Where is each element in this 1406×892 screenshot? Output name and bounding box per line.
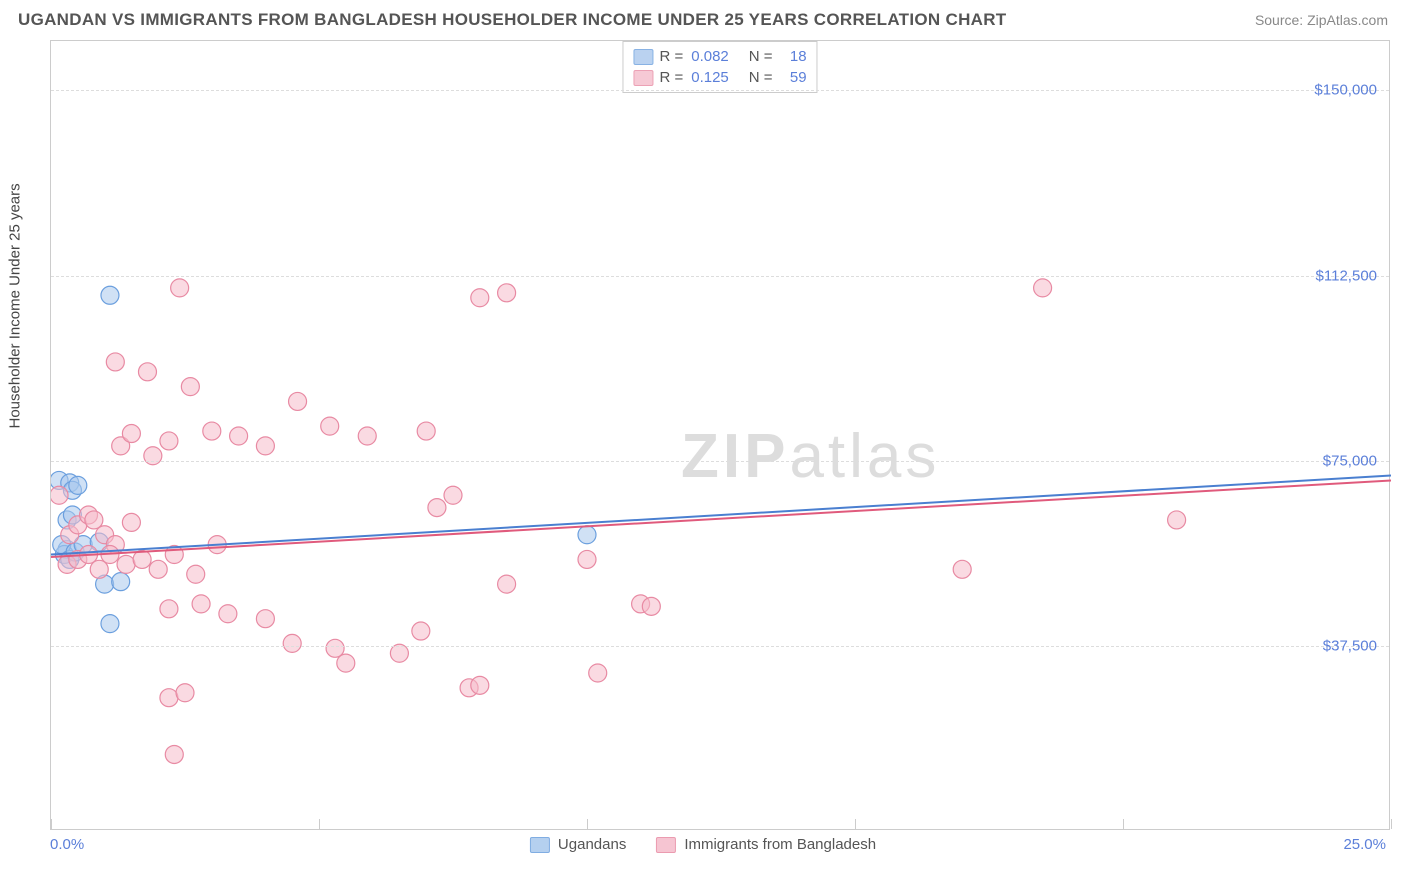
legend-swatch bbox=[633, 70, 653, 86]
data-point bbox=[390, 644, 408, 662]
data-point bbox=[1034, 279, 1052, 297]
data-point bbox=[289, 392, 307, 410]
y-tick-label: $112,500 bbox=[1316, 267, 1377, 284]
legend-row: R = 0.125 N = 59 bbox=[633, 67, 806, 88]
data-point bbox=[589, 664, 607, 682]
legend-row: R = 0.082 N = 18 bbox=[633, 46, 806, 67]
data-point bbox=[578, 550, 596, 568]
data-point bbox=[101, 615, 119, 633]
data-point bbox=[358, 427, 376, 445]
x-tick bbox=[319, 819, 320, 829]
data-point bbox=[337, 654, 355, 672]
legend-label: Ugandans bbox=[558, 836, 626, 853]
data-point bbox=[149, 560, 167, 578]
data-point bbox=[471, 289, 489, 307]
data-point bbox=[256, 437, 274, 455]
data-point bbox=[230, 427, 248, 445]
data-point bbox=[1168, 511, 1186, 529]
data-point bbox=[642, 597, 660, 615]
gridline bbox=[51, 276, 1389, 277]
data-point bbox=[444, 486, 462, 504]
legend-item: Ugandans bbox=[530, 836, 626, 853]
data-point bbox=[417, 422, 435, 440]
data-point bbox=[51, 486, 68, 504]
data-point bbox=[498, 284, 516, 302]
data-point bbox=[283, 634, 301, 652]
legend-item: Immigrants from Bangladesh bbox=[656, 836, 876, 853]
data-point bbox=[176, 684, 194, 702]
y-tick-label: $75,000 bbox=[1323, 452, 1377, 469]
legend-n-label: N = bbox=[749, 69, 773, 86]
data-point bbox=[160, 600, 178, 618]
data-point bbox=[203, 422, 221, 440]
data-point bbox=[101, 286, 119, 304]
legend-swatch bbox=[633, 49, 653, 65]
data-point bbox=[144, 447, 162, 465]
data-point bbox=[187, 565, 205, 583]
data-point bbox=[160, 432, 178, 450]
data-point bbox=[256, 610, 274, 628]
data-point bbox=[498, 575, 516, 593]
legend-r-value: 0.082 bbox=[691, 48, 729, 65]
chart-container: ZIPatlas R =0.082N =18R =0.125N =59 $37,… bbox=[50, 40, 1390, 830]
data-point bbox=[112, 573, 130, 591]
data-point bbox=[122, 513, 140, 531]
legend-n-label: N = bbox=[749, 48, 773, 65]
data-point bbox=[578, 526, 596, 544]
scatter-plot-svg bbox=[51, 41, 1391, 831]
x-tick bbox=[1123, 819, 1124, 829]
x-tick bbox=[587, 819, 588, 829]
data-point bbox=[192, 595, 210, 613]
legend-n-value: 59 bbox=[781, 69, 807, 86]
y-tick-label: $150,000 bbox=[1314, 82, 1377, 99]
data-point bbox=[953, 560, 971, 578]
data-point bbox=[181, 378, 199, 396]
legend-r-value: 0.125 bbox=[691, 69, 729, 86]
x-tick bbox=[855, 819, 856, 829]
data-point bbox=[165, 745, 183, 763]
trend-line bbox=[51, 476, 1391, 555]
gridline bbox=[51, 90, 1389, 91]
data-point bbox=[321, 417, 339, 435]
legend-r-label: R = bbox=[659, 48, 683, 65]
data-point bbox=[117, 555, 135, 573]
data-point bbox=[122, 425, 140, 443]
x-tick-label: 25.0% bbox=[1343, 836, 1386, 853]
y-axis-label: Householder Income Under 25 years bbox=[7, 183, 24, 428]
legend-swatch bbox=[530, 837, 550, 853]
data-point bbox=[219, 605, 237, 623]
chart-title: UGANDAN VS IMMIGRANTS FROM BANGLADESH HO… bbox=[18, 10, 1007, 30]
source-label: Source: ZipAtlas.com bbox=[1255, 12, 1388, 28]
data-point bbox=[471, 676, 489, 694]
series-legend: Ugandans Immigrants from Bangladesh bbox=[530, 836, 876, 853]
gridline bbox=[51, 461, 1389, 462]
data-point bbox=[106, 353, 124, 371]
correlation-legend: R = 0.082 N = 18 R = 0.125 N = 59 bbox=[622, 41, 817, 93]
legend-r-label: R = bbox=[659, 69, 683, 86]
legend-n-value: 18 bbox=[781, 48, 807, 65]
data-point bbox=[133, 550, 151, 568]
data-point bbox=[428, 499, 446, 517]
x-tick-label: 0.0% bbox=[50, 836, 84, 853]
data-point bbox=[171, 279, 189, 297]
legend-swatch bbox=[656, 837, 676, 853]
legend-label: Immigrants from Bangladesh bbox=[684, 836, 876, 853]
gridline bbox=[51, 646, 1389, 647]
data-point bbox=[160, 689, 178, 707]
data-point bbox=[412, 622, 430, 640]
trend-line bbox=[51, 480, 1391, 557]
y-tick-label: $37,500 bbox=[1323, 637, 1377, 654]
data-point bbox=[69, 476, 87, 494]
x-tick bbox=[1391, 819, 1392, 829]
x-tick bbox=[51, 819, 52, 829]
data-point bbox=[138, 363, 156, 381]
